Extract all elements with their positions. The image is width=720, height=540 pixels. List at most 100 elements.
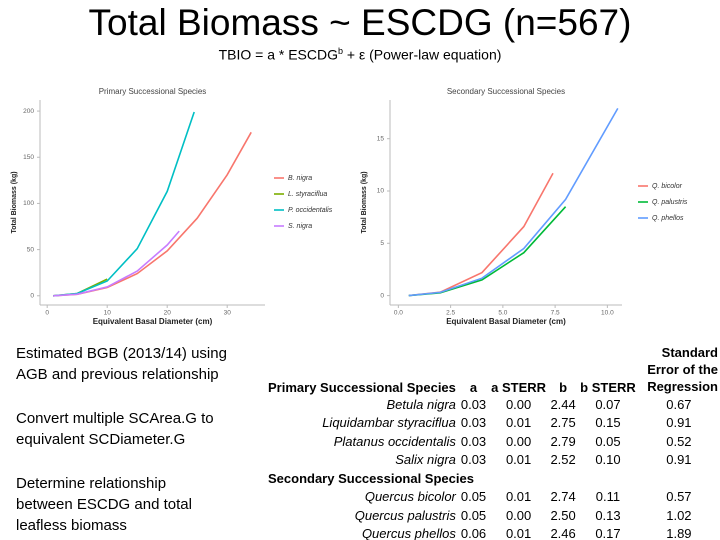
series-line	[53, 230, 180, 297]
table-cell: 0.03	[460, 452, 487, 468]
chart-title: Secondary Successional Species	[447, 87, 565, 96]
table-cell: 0.01	[505, 526, 532, 540]
x-axis-label: Equivalent Basal Diameter (cm)	[446, 317, 566, 326]
table-cell: 2.52	[550, 452, 576, 468]
legend-label: Q. palustris	[652, 199, 688, 206]
y-tick-label: 0	[380, 292, 384, 299]
x-tick-label: 0	[45, 310, 49, 317]
table-row: Quercus palustris 0.05 0.00 2.50 0.13 1.02	[266, 506, 720, 525]
table-cell: 2.44	[550, 396, 576, 412]
y-tick-label: 200	[23, 108, 34, 115]
y-tick-label: 100	[23, 200, 34, 207]
subtitle-superscript: b	[338, 46, 344, 56]
table-cell: 0.00	[505, 433, 532, 449]
chart-title: Primary Successional Species	[99, 87, 207, 96]
bullet: Determine relationship between ESCDG and…	[16, 475, 192, 534]
table-cell: Liquidambar styraciflua	[322, 415, 456, 431]
table-cell: 0.10	[595, 452, 621, 468]
table-row: Quercus phellos 0.06 0.01 2.46 0.17 1.89	[266, 525, 720, 540]
y-tick-label: 150	[23, 154, 34, 161]
bullet: Estimated BGB (2013/14) using AGB and pr…	[16, 345, 227, 383]
table-cell: 0.03	[460, 396, 487, 412]
table-cell: 0.01	[505, 489, 532, 505]
table-cell: a STERR	[491, 380, 547, 395]
table-cell: 0.01	[505, 415, 532, 431]
y-axis-label: Total Biomass (kg)	[11, 171, 18, 233]
slide-title: Total Biomass ~ ESCDG (n=567)	[88, 2, 632, 43]
table-cell: b	[559, 380, 568, 395]
table-cell: Quercus phellos	[361, 526, 456, 540]
table-cell: 2.79	[550, 433, 576, 449]
table-cell: Standard Error of the Regression	[647, 345, 718, 394]
subtitle: TBIO = a * ESCDGb + ε (Power-law equatio…	[0, 46, 720, 63]
table-cell: 0.52	[666, 433, 692, 449]
table-header: Primary Successional Species a a STERR b b S…	[266, 344, 720, 395]
bullet: Convert multiple SCArea.G to equivalent …	[16, 410, 214, 448]
series-line	[408, 206, 567, 297]
table-cell: 0.01	[505, 452, 532, 468]
table-cell: b STERR	[580, 380, 636, 395]
table-cell: Secondary Successional Species	[268, 470, 474, 486]
table-row: Liquidambar styraciflua 0.03 0.01 2.75 0.15 0…	[266, 414, 720, 433]
series-line	[408, 172, 554, 297]
y-tick-label: 50	[27, 246, 35, 253]
table-cell: 0.07	[595, 396, 621, 412]
table-cell: 0.91	[666, 415, 692, 431]
table-row: Platanus occidentalis 0.03 0.00 2.79 0.05 0.5…	[266, 432, 720, 451]
x-tick-label: 10	[104, 310, 112, 317]
table-cell: 2.46	[550, 526, 576, 540]
table-cell: 2.50	[550, 507, 576, 523]
table-cell: 0.11	[595, 489, 621, 505]
table-cell: a	[469, 380, 478, 395]
y-axis-label: Total Biomass (kg)	[361, 171, 368, 233]
table-row: Salix nigra 0.03 0.01 2.52 0.10 0.91	[266, 451, 720, 470]
x-tick-label: 7.5	[551, 310, 560, 317]
x-tick-label: 5.0	[498, 310, 507, 317]
table-cell: 0.03	[460, 415, 487, 431]
table-cell: 0.05	[595, 433, 621, 449]
table-cell: 2.74	[550, 489, 576, 505]
table-cell: Salix nigra	[395, 452, 456, 468]
table-cell: Quercus palustris	[354, 507, 456, 523]
coefficient-table: Primary Successional Species a a STERR b b S…	[266, 344, 720, 540]
x-axis-label: Equivalent Basal Diameter (cm)	[93, 317, 213, 326]
x-tick-label: 20	[164, 310, 172, 317]
y-tick-label: 0	[30, 292, 34, 299]
table-row: Betula nigra 0.03 0.00 2.44 0.07 0.67	[266, 395, 720, 414]
table-cell: Betula nigra	[386, 396, 456, 412]
series-line	[53, 111, 195, 297]
table-cell: 0.06	[460, 526, 487, 540]
table-cell: 0.13	[595, 507, 621, 523]
table-row: Quercus bicolor 0.05 0.01 2.74 0.11 0.57	[266, 488, 720, 507]
x-tick-label: 2.5	[446, 310, 455, 317]
section-row: Secondary Successional Species	[266, 469, 720, 488]
table-cell: 0.03	[460, 433, 487, 449]
table-cell: Platanus occidentalis	[333, 433, 456, 449]
table-cell: 2.75	[550, 415, 576, 431]
table-cell: Primary Successional Species	[268, 380, 456, 395]
x-tick-label: 10.0	[601, 310, 614, 317]
table-cell: 0.17	[595, 526, 621, 540]
table-cell: 0.05	[460, 489, 487, 505]
table-cell: 0.57	[666, 489, 692, 505]
table-cell: 0.67	[666, 396, 692, 412]
series-line	[53, 131, 252, 297]
y-tick-label: 5	[380, 240, 384, 247]
table-cell: 1.02	[666, 507, 692, 523]
legend-label: L. styraciflua	[288, 191, 327, 198]
table-cell: 0.05	[460, 507, 487, 523]
legend-label: Q. bicolor	[652, 183, 683, 190]
table-cell: 0.00	[505, 507, 532, 523]
subtitle-text: TBIO = a * ESCDG	[218, 46, 339, 63]
x-tick-label: 30	[224, 310, 232, 317]
legend-label: S. nigra	[288, 223, 312, 230]
x-tick-label: 0.0	[394, 310, 403, 317]
y-tick-label: 15	[377, 135, 385, 142]
table-cell: 1.89	[666, 526, 692, 540]
table-cell: 0.00	[505, 396, 532, 412]
series-line	[408, 108, 619, 297]
y-tick-label: 10	[377, 188, 385, 195]
legend-label: P. occidentalis	[288, 207, 333, 214]
